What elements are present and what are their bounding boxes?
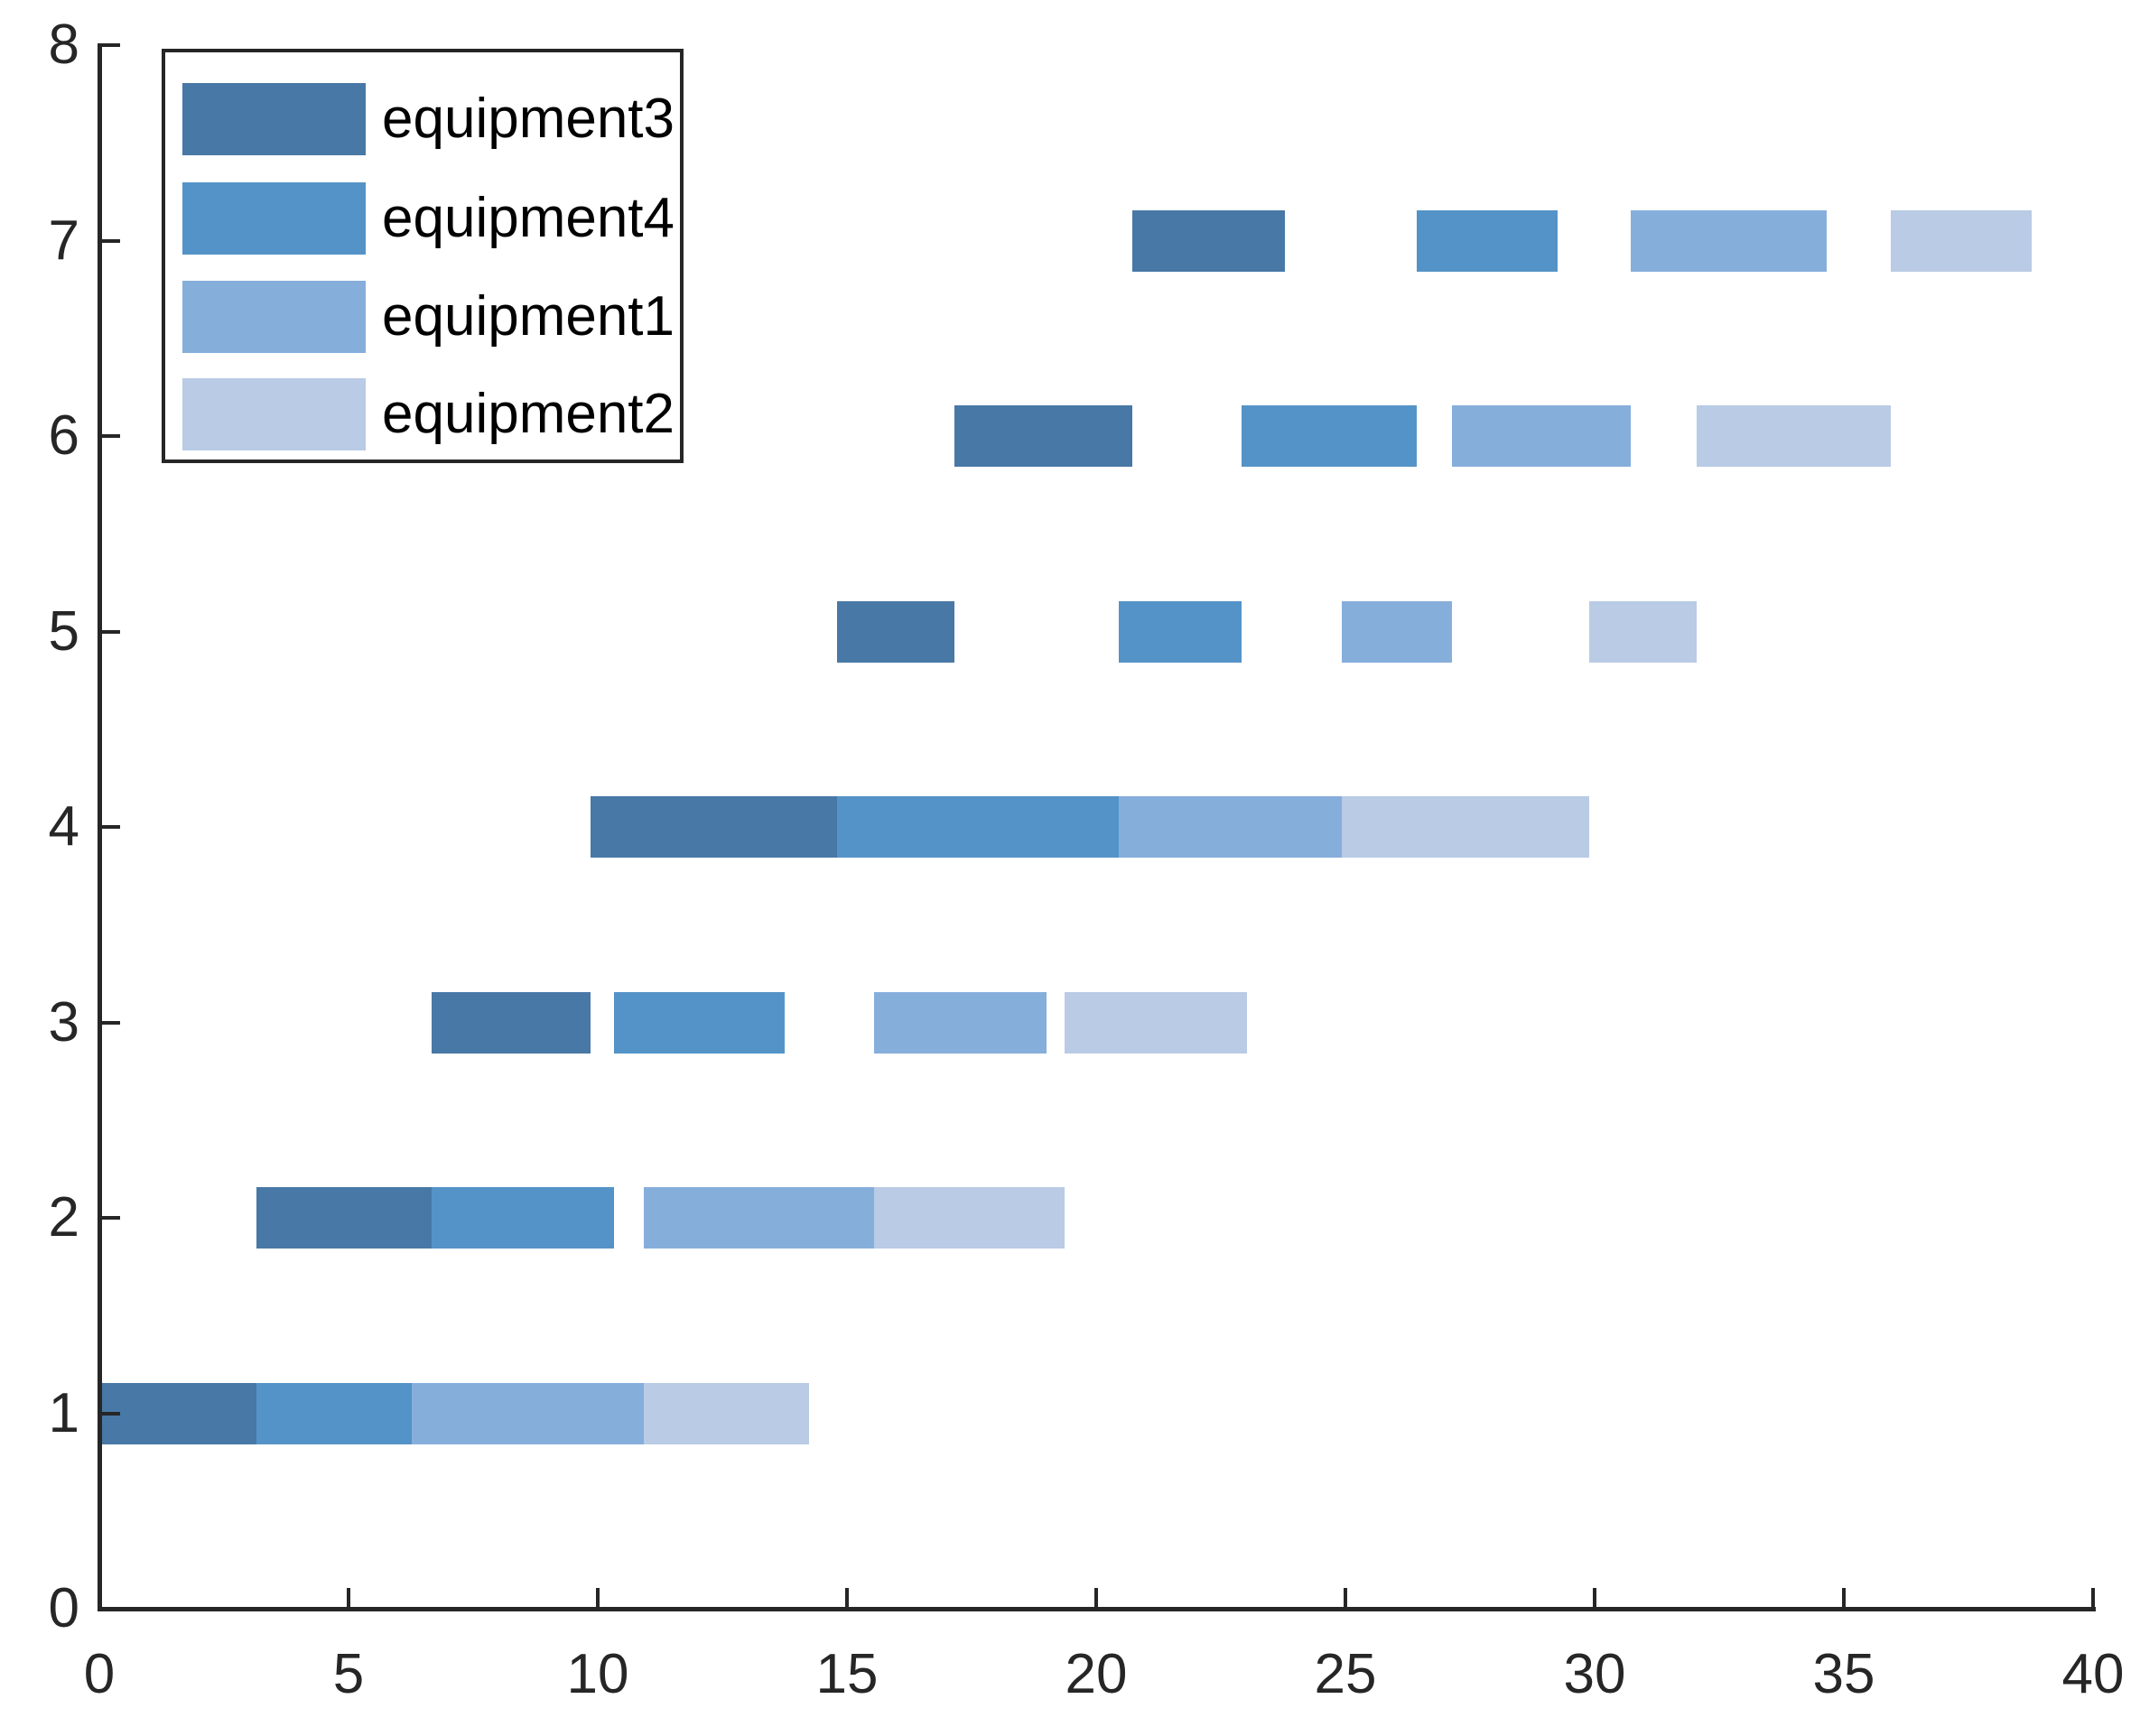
gantt-bar-equipment3-job4 [591, 796, 837, 858]
gantt-bar-equipment2-job3 [1065, 991, 1247, 1054]
gantt-bar-equipment3-job5 [836, 600, 954, 663]
x-tick [347, 1588, 350, 1609]
gantt-bar-equipment4-job3 [614, 991, 785, 1054]
x-tick-label: 20 [1065, 1643, 1128, 1705]
gantt-bar-equipment2-job2 [873, 1187, 1065, 1249]
legend-label: equipment2 [382, 383, 675, 445]
gantt-bar-equipment2-job7 [1890, 209, 2032, 272]
y-tick-label: 2 [48, 1186, 79, 1249]
y-tick [99, 1020, 120, 1025]
x-tick [596, 1588, 600, 1609]
legend-item: equipment1 [165, 267, 680, 367]
x-tick-label: 30 [1563, 1643, 1626, 1705]
x-tick-label: 35 [1812, 1643, 1875, 1705]
x-tick [2091, 1588, 2095, 1609]
x-tick [1344, 1588, 1347, 1609]
y-tick [99, 825, 120, 829]
legend-item: equipment3 [165, 70, 680, 169]
y-tick [99, 43, 120, 47]
x-tick-label: 0 [83, 1643, 116, 1705]
gantt-bar-equipment1-job7 [1630, 209, 1828, 272]
y-tick [99, 1216, 120, 1220]
legend-label: equipment4 [382, 187, 675, 249]
legend-swatch [182, 281, 366, 353]
x-tick-label: 10 [566, 1643, 629, 1705]
gantt-bar-equipment1-job2 [644, 1187, 874, 1249]
legend-swatch [182, 378, 366, 450]
x-tick-label: 15 [815, 1643, 879, 1705]
gantt-bar-equipment4-job4 [836, 796, 1119, 858]
y-tick-label: 5 [48, 599, 79, 663]
y-tick [99, 1411, 120, 1416]
legend-box: equipment3 equipment4 equipment1 equipme… [162, 49, 684, 463]
gantt-bar-equipment4-job7 [1416, 209, 1558, 272]
y-tick-label: 1 [48, 1381, 79, 1444]
y-tick-label: 4 [48, 795, 79, 858]
y-tick-label: 6 [48, 404, 79, 467]
x-tick [1593, 1588, 1596, 1609]
y-tick-label: 8 [48, 14, 79, 76]
gantt-bar-equipment4-job1 [256, 1382, 413, 1444]
gantt-bar-equipment3-job3 [431, 991, 591, 1054]
y-tick [99, 434, 120, 438]
x-tick [845, 1588, 849, 1609]
gantt-bar-equipment1-job1 [412, 1382, 645, 1444]
y-tick-label: 3 [48, 990, 79, 1054]
x-tick [1094, 1588, 1098, 1609]
x-tick [98, 1588, 101, 1609]
gantt-bar-equipment2-job1 [644, 1382, 810, 1444]
y-tick-label: 7 [48, 209, 79, 272]
gantt-bar-equipment1-job5 [1341, 600, 1452, 663]
y-tick [99, 629, 120, 634]
legend-item: equipment2 [165, 365, 680, 464]
x-tick-label: 5 [332, 1643, 365, 1705]
legend-label: equipment3 [382, 88, 675, 150]
gantt-bar-equipment3-job7 [1132, 209, 1286, 272]
gantt-bar-equipment2-job5 [1588, 600, 1697, 663]
y-tick [99, 238, 120, 243]
legend-swatch [182, 83, 366, 155]
x-tick-label: 25 [1314, 1643, 1377, 1705]
gantt-bar-equipment2-job4 [1341, 796, 1589, 858]
gantt-bar-equipment1-job6 [1451, 405, 1631, 467]
gantt-bar-equipment3-job6 [954, 405, 1133, 467]
legend-label: equipment1 [382, 285, 675, 348]
legend-swatch [182, 182, 366, 255]
gantt-bar-equipment4-job2 [431, 1187, 615, 1249]
y-tick-label: 0 [48, 1577, 79, 1639]
gantt-bar-equipment2-job6 [1696, 405, 1891, 467]
gantt-bar-equipment3-job1 [99, 1382, 257, 1444]
gantt-bar-equipment3-job2 [256, 1187, 432, 1249]
gantt-bar-equipment4-job6 [1242, 405, 1417, 467]
x-tick [1842, 1588, 1846, 1609]
gantt-bar-equipment1-job4 [1118, 796, 1342, 858]
legend-item: equipment4 [165, 169, 680, 268]
gantt-bar-equipment4-job5 [1118, 600, 1242, 663]
gantt-bar-equipment1-job3 [873, 991, 1047, 1054]
x-axis-line [98, 1607, 2096, 1611]
x-tick-label: 40 [2061, 1643, 2125, 1705]
y-tick [99, 1607, 120, 1611]
